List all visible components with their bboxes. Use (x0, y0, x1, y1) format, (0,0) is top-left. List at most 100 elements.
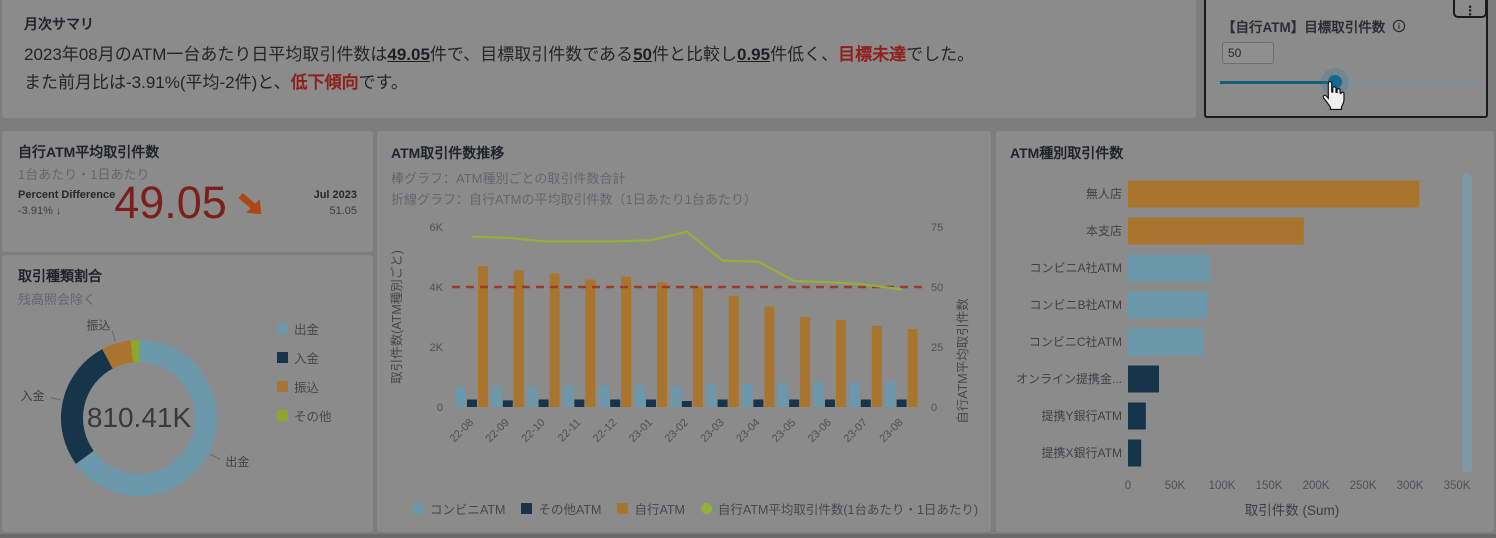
kpi-subtitle: 1台あたり・1日あたり (18, 167, 150, 182)
summary-line-2: また前月比は-3.91%(平均-2件)と、低下傾向です。 (24, 68, 408, 93)
parameter-value-input[interactable] (1222, 42, 1274, 64)
x-axis-label: 23-01 (627, 417, 655, 445)
bar-自行ATM (836, 320, 846, 407)
combo-subtitle-2: 折線グラフ：自行ATMの平均取引件数（1日あたり1台あたり） (391, 192, 757, 207)
text-segment: です。 (358, 73, 408, 92)
legend-item[interactable]: コンビニATM (413, 499, 505, 518)
legend-item[interactable]: 自行ATM平均取引件数(1台あたり・1日あたり) (700, 499, 979, 518)
x-axis-label: 22-12 (591, 417, 619, 445)
legend-item[interactable]: 入金 (277, 348, 332, 367)
kpi-diff-value: -3.91% ↓ (18, 205, 62, 217)
donut-segment (102, 340, 134, 369)
legend-item[interactable]: その他ATM (521, 499, 601, 518)
bar-コンビニATM (527, 387, 538, 407)
text-segment: でした。 (906, 45, 975, 64)
text-segment: 50 (633, 45, 652, 64)
right-axis-tick: 75 (931, 222, 943, 234)
legend-label: 自行ATM平均取引件数(1台あたり・1日あたり) (717, 503, 979, 517)
kpi-value-text: 49.05 (114, 177, 227, 228)
x-axis-label: 23-08 (877, 417, 905, 445)
slider-track-empty[interactable] (1337, 82, 1480, 84)
vertical-scrollbar[interactable] (1462, 173, 1472, 473)
legend-item[interactable]: 自行ATM (617, 499, 685, 518)
bar-その他ATM (681, 401, 692, 407)
combo-chart[interactable]: 0 2K 4K 6K 0 25 50 75 22-08 22-09 22-10 22-11 22-12 2… (377, 131, 991, 532)
donut-callout-label: 入金 (20, 388, 44, 403)
kebab-icon: ⋮ (1463, 3, 1477, 18)
hbar-title: ATM種別取引件数 (1010, 145, 1124, 161)
bar-その他ATM (502, 400, 513, 407)
legend-label: コンビニATM (430, 503, 506, 517)
donut-callout-label: 出金 (225, 454, 249, 469)
hbar-x-tick: 300K (1397, 480, 1424, 492)
bar-コンビニATM (599, 385, 610, 407)
text-segment: 件で、目標取引件数である (429, 45, 634, 64)
svg-text:i: i (1398, 22, 1400, 31)
combo-subtitle-1: 棒グラフ：ATM種別ごとの取引件数合計 (391, 171, 626, 186)
donut-legend: 出金 入金 振込 その他 (277, 319, 332, 425)
bar-自行ATM (764, 306, 775, 407)
bar-コンビニATM (635, 385, 645, 407)
hbar-category-label: 提携X銀行ATM (1042, 445, 1122, 460)
hbar-x-tick: 150K (1256, 480, 1283, 492)
viewport-bottom-edge (0, 534, 1496, 538)
hbar-category-label: 本支店 (1086, 224, 1122, 238)
monthly-summary-panel: 月次サマリ 2023年08月のATM一台あたり日平均取引件数は49.05件で、目… (2, 0, 1196, 118)
right-axis-tick: 0 (931, 402, 937, 414)
right-axis-title: 自行ATM平均取引件数 (955, 298, 970, 424)
panel-menu-button[interactable]: ⋮ (1453, 0, 1487, 18)
legend-swatch (277, 323, 288, 334)
legend-item[interactable]: 振込 (277, 377, 332, 396)
bar-自行ATM (585, 279, 596, 407)
donut-callout-line (210, 453, 221, 460)
bar-コンビニATM (706, 384, 717, 407)
donut-title: 取引種類割合 (18, 268, 102, 284)
left-axis-tick: 6K (430, 222, 444, 234)
legend-swatch (617, 503, 629, 514)
bar-その他ATM (860, 399, 871, 407)
hbar-category-label: 提携Y銀行ATM (1042, 408, 1122, 423)
bar-その他ATM (896, 399, 907, 407)
kpi-primary-value: 49.05 (97, 177, 282, 229)
hbar-x-tick: 350K (1444, 480, 1471, 492)
legend-item[interactable]: その他 (277, 406, 332, 425)
parameter-title-row: 【自行ATM】目標取引件数 i (1222, 16, 1406, 36)
text-segment: 低下傾向 (290, 73, 359, 92)
x-axis-label: 23-06 (806, 417, 834, 445)
donut-subtitle: 残高照会除く (18, 292, 97, 307)
bar-コンビニATM (456, 387, 466, 407)
info-icon[interactable]: i (1392, 19, 1406, 33)
hbar-category-label: オンライン提携金... (1016, 371, 1122, 386)
text-segment: 0.95 (736, 45, 771, 64)
legend-label: 振込 (294, 381, 320, 395)
x-axis-label: 23-05 (770, 417, 798, 445)
bar-コンビニATM (814, 382, 824, 407)
hbar-bar (1128, 254, 1210, 282)
legend-item[interactable]: 出金 (277, 319, 332, 338)
bar-コンビニATM (491, 386, 502, 407)
summary-line-1: 2023年08月のATM一台あたり日平均取引件数は49.05件で、目標取引件数で… (24, 40, 974, 65)
bar-自行ATM (549, 273, 560, 407)
combo-chart-panel: ATM取引件数推移 棒グラフ：ATM種別ごとの取引件数合計 折線グラフ：自行AT… (377, 131, 991, 532)
mouse-cursor-hand-icon (1322, 81, 1345, 111)
legend-label: その他ATM (538, 503, 602, 517)
bar-その他ATM (646, 399, 656, 407)
bar-自行ATM (907, 329, 918, 407)
x-axis-label: 22-10 (519, 417, 547, 445)
donut-panel: 取引種類割合 残高照会除く 出金 入金 振込 810.41K 出金 入金 振込 その他 (2, 255, 373, 532)
x-axis-label: 23-04 (734, 417, 762, 445)
bar-コンビニATM (563, 386, 574, 407)
bar-コンビニATM (778, 383, 789, 407)
hbar-x-tick: 0 (1125, 480, 1131, 492)
text-segment: 件と比較し (651, 45, 737, 64)
hbar-panel: ATM種別取引件数 無人店 本支店 コンビニA社ATM コンビニB社ATM コンビニC社… (996, 131, 1494, 532)
donut-center-value: 810.41K (87, 402, 192, 433)
hbar-x-tick: 100K (1209, 480, 1236, 492)
x-axis-label: 23-02 (663, 417, 691, 445)
slider-track-filled[interactable] (1220, 81, 1337, 84)
legend-label: 自行ATM (634, 503, 685, 517)
left-axis-title: 取引件数(ATM種別ごと) (389, 250, 404, 384)
bar-その他ATM (717, 399, 728, 407)
